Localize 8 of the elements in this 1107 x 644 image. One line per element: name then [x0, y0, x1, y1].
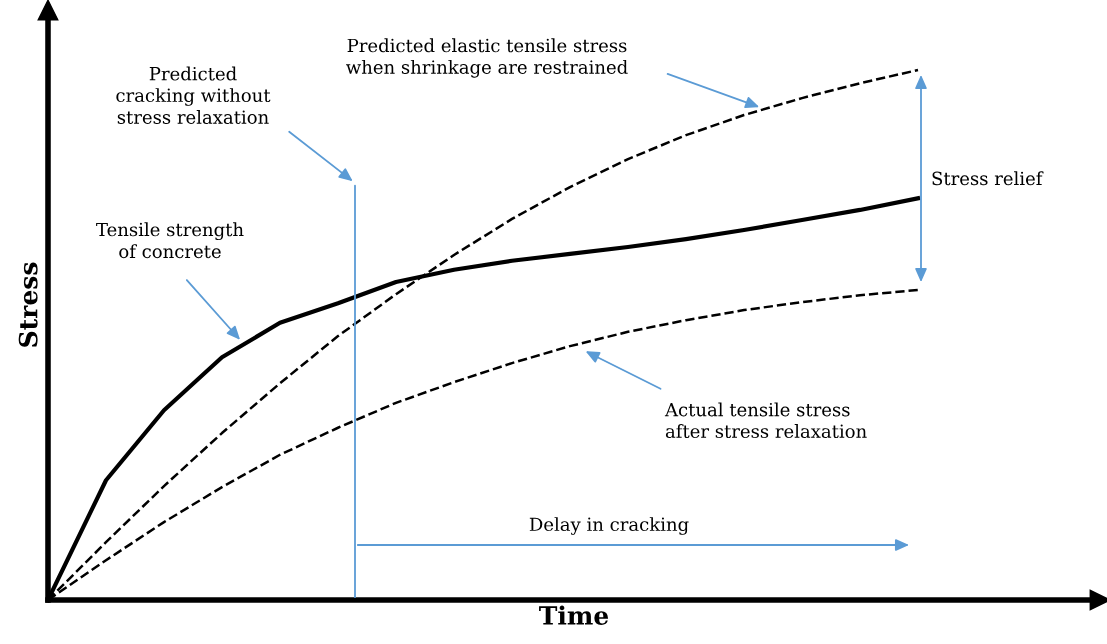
annotation: Tensile strength of concrete [96, 222, 244, 259]
annotation: Actual tensile stress after stress relaxation [664, 402, 867, 439]
annotation: Stress relief [932, 171, 1044, 186]
annotation: Predicted cracking without stress relaxation [116, 66, 271, 124]
annotation: Predicted elastic tensile stress when shrinkage are restrained [346, 38, 628, 78]
annotation: Delay in cracking [529, 517, 689, 535]
y-axis-title: Stress [18, 262, 38, 347]
x-axis-title: Time [539, 605, 609, 625]
